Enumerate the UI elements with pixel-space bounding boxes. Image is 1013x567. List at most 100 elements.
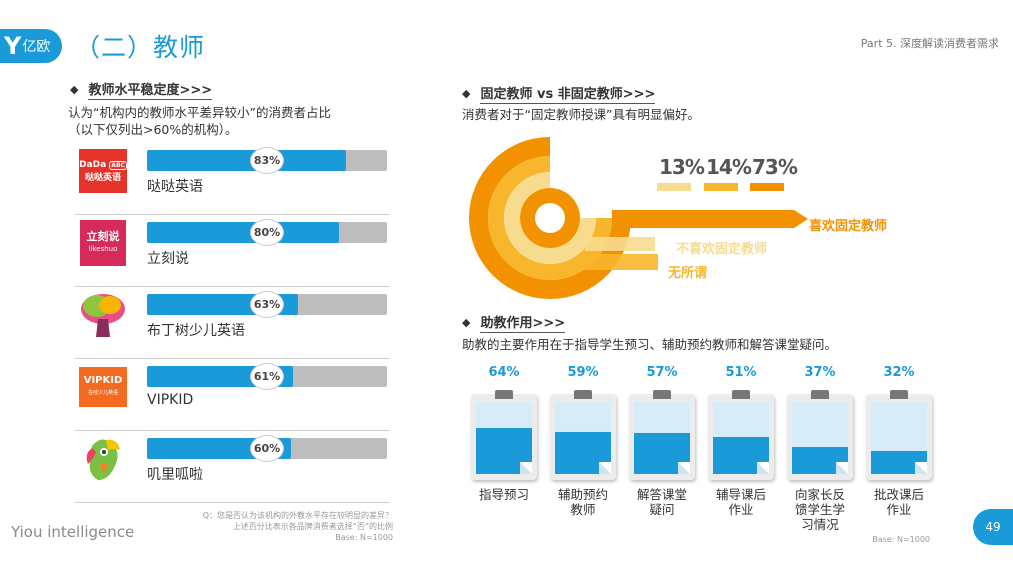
arc-center-hole (535, 203, 565, 233)
part-label: Part 5. 深度解读消费者需求 (860, 37, 999, 50)
arc-like-fixed (469, 138, 631, 298)
row-divider (75, 430, 390, 431)
watermark: Yiou intelligence (11, 523, 135, 541)
row-divider (75, 286, 390, 287)
page-curl-icon (678, 462, 690, 474)
arc-dislike-band (504, 172, 596, 264)
bar (147, 222, 339, 243)
category-label-line: 辅助预约 (557, 487, 608, 502)
bar (147, 150, 347, 171)
clipboard-clip-icon (890, 390, 908, 399)
clipboard-category-label: 向家长反 馈学生学 习情况 (781, 487, 859, 532)
brand-name-label: VIPKID (147, 392, 194, 408)
jiliguala-parrot-logo-icon (86, 439, 120, 480)
clipboard-bar (866, 390, 932, 480)
clipboard-value-label: 57% (646, 365, 678, 380)
fixed-teacher-desc: 消费者对于“固定教师授课”具有明显偏好。 (462, 107, 700, 122)
bar-track: 61% (147, 363, 387, 390)
category-label-line: 馈学生学 (794, 502, 845, 517)
clipboard-value-label: 64% (488, 365, 520, 380)
bar (871, 450, 927, 474)
arc-like-fixed-tail (612, 210, 794, 228)
clipboard-bar (471, 390, 537, 480)
clipboard-clip-icon (495, 390, 513, 399)
category-label-line: 疑问 (649, 502, 675, 517)
diamond-bullet-icon: ◆ (462, 87, 471, 100)
page-number: 49 (973, 509, 1013, 545)
vipkid-logo-icon: VIPKID 在线少儿英语 (79, 367, 127, 407)
brand-logo (78, 291, 128, 339)
bar-track: 63% (147, 291, 387, 318)
teacher-stability-desc: 认为“机构内的教师水平差异较小”的消费者占比 （以下仅列出>60%的机构）。 (68, 104, 331, 138)
brand-name-label: 叽里呱啦 (147, 467, 203, 483)
section-title: 教师水平稳定度>>> (88, 79, 213, 100)
arc-value-label: 73% (752, 155, 798, 179)
desc-line: 认为“机构内的教师水平差异较小”的消费者占比 (68, 105, 331, 120)
assistant-role-desc: 助教的主要作用在于指导学生预习、辅助预约教师和解答课堂疑问。 (462, 337, 838, 352)
arc-value-underline (657, 183, 691, 191)
category-label-line: 作业 (728, 502, 754, 517)
brand-name-label: 立刻说 (147, 251, 189, 267)
footnote-question: Q：您是否认为该机构的外教水平存在较明显的差异？ (202, 511, 393, 520)
footnote-explain: 上述百分比表示各品牌消费者选择“否”的比例 (232, 522, 393, 531)
category-label-line: 批改课后 (873, 487, 924, 502)
brand-logo (78, 435, 128, 483)
clipboard-paper (555, 402, 611, 474)
section-title: 固定教师 vs 非固定教师>>> (480, 83, 656, 104)
brand-logo: 立刻说 likeshuo (78, 219, 128, 267)
diamond-bullet-icon: ◆ (462, 316, 471, 329)
arc-like-fixed-band (469, 137, 631, 299)
row-divider (75, 502, 390, 503)
arc-like-fixed-arrow (794, 210, 808, 228)
clipboard-paper (713, 402, 769, 474)
arc-value-underline (704, 183, 738, 191)
category-label-line: 指导预习 (478, 487, 529, 502)
brand-name-label: 哒哒英语 (147, 179, 203, 195)
section-title: 助教作用>>> (480, 312, 566, 333)
arc-dislike-tail (585, 237, 655, 251)
bar-track: 80% (147, 219, 387, 246)
clipboard-value-label: 32% (883, 365, 915, 380)
brand-row: 60% 叽里呱啦 (75, 431, 390, 503)
fixed-teacher-heading: ◆ 固定教师 vs 非固定教师>>> (462, 83, 656, 104)
clipboard-paper (792, 402, 848, 474)
clipboard-value-label: 59% (567, 365, 599, 380)
bar-value-label: 63% (250, 291, 284, 318)
arc-indifferent-band (488, 156, 612, 280)
arc-indifferent-tail (580, 254, 658, 270)
arc-center-ring (520, 188, 580, 248)
bar-value-label: 80% (250, 219, 284, 246)
clipboard-category-label: 指导预习 (465, 487, 543, 502)
clipboard-bar (708, 390, 774, 480)
clipboard-category-label: 批改课后 作业 (860, 487, 938, 517)
desc-line: （以下仅列出>60%的机构）。 (68, 122, 238, 137)
category-label-line: 教师 (570, 502, 596, 517)
clipboard-bar (629, 390, 695, 480)
brand-row: DaDa ABC 哒哒英语 83% 哒哒英语 (75, 143, 390, 215)
page-curl-icon (520, 462, 532, 474)
clipboard-paper (634, 402, 690, 474)
footnote: Q：您是否认为该机构的外教水平存在较明显的差异？ 上述百分比表示各品牌消费者选择… (150, 510, 393, 543)
logo-text: 亿欧 (22, 39, 51, 55)
page-title: （二）教师 (75, 33, 206, 62)
clipboard-clip-icon (653, 390, 671, 399)
bar-track: 60% (147, 435, 387, 462)
bar-value-label: 61% (250, 363, 284, 390)
clipboard-value-label: 37% (804, 365, 836, 380)
brand-row: 63% 布丁树少儿英语 (75, 287, 390, 359)
page-curl-icon (836, 462, 848, 474)
clipboard-paper (476, 402, 532, 474)
arc-value-label: 13% (659, 155, 705, 179)
clipboard-value-label: 51% (725, 365, 757, 380)
yiou-logo: Y 亿欧 (0, 29, 62, 63)
category-label-line: 解答课堂 (636, 487, 687, 502)
page-curl-icon (757, 462, 769, 474)
pudding-tree-logo-icon (81, 294, 125, 337)
category-label-line: 辅导课后 (715, 487, 766, 502)
arc-value-underline (750, 183, 784, 191)
legend-indifferent: 无所谓 (668, 266, 708, 281)
assistant-role-heading: ◆ 助教作用>>> (462, 312, 566, 333)
yiou-logo-icon: Y (4, 32, 22, 60)
bar-value-label: 83% (250, 147, 284, 174)
row-divider (75, 214, 390, 215)
